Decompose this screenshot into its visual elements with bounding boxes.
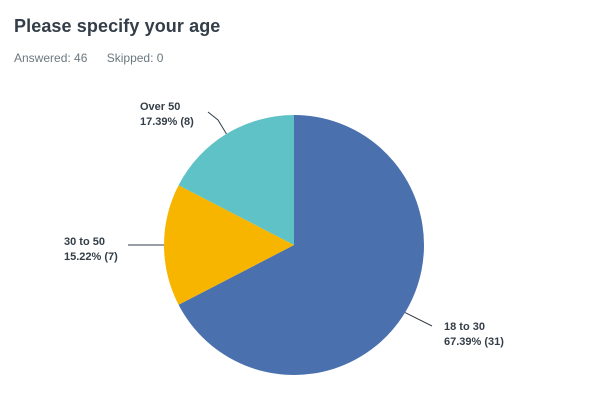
- answered-count: Answered: 46: [14, 51, 88, 65]
- pie-slice-over-50: [178, 115, 294, 245]
- slice-value-label: 15.22% (7): [64, 251, 118, 263]
- slice-value-label: 17.39% (8): [140, 116, 194, 128]
- pie-slice-30-to-50: [164, 185, 294, 305]
- slice-label: 18 to 30: [444, 321, 485, 333]
- leader-line: [207, 111, 227, 135]
- skipped-count: Skipped: 0: [106, 51, 164, 65]
- slice-label: Over 50: [140, 101, 180, 113]
- slice-label: 30 to 50: [64, 236, 105, 248]
- pie-slice-18-to-30: [178, 115, 425, 376]
- slice-value-label: 67.39% (31): [444, 336, 504, 348]
- leader-line: [404, 312, 433, 327]
- response-stats: Answered: 46 Skipped: 0: [14, 51, 179, 65]
- question-title: Please specify your age: [14, 16, 221, 36]
